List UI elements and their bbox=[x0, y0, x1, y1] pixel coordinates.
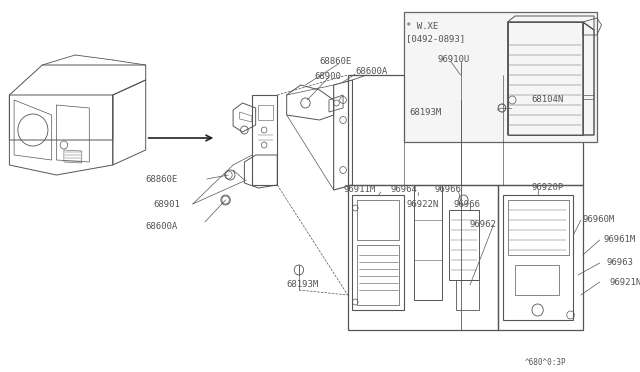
Text: 68860E: 68860E bbox=[319, 57, 352, 66]
Text: 96962: 96962 bbox=[470, 220, 497, 229]
Text: * W.XE: * W.XE bbox=[406, 22, 438, 31]
Text: 96910U: 96910U bbox=[437, 55, 469, 64]
Text: 96911M: 96911M bbox=[343, 185, 375, 194]
Text: ^680^0:3P: ^680^0:3P bbox=[524, 358, 566, 367]
Text: 68860E: 68860E bbox=[146, 175, 178, 184]
Text: 68193M: 68193M bbox=[287, 280, 319, 289]
Text: [0492-0893]: [0492-0893] bbox=[406, 34, 465, 43]
Text: 96961M: 96961M bbox=[604, 235, 636, 244]
Text: 96921N: 96921N bbox=[609, 278, 640, 287]
Text: 68900: 68900 bbox=[315, 72, 342, 81]
Bar bbox=[404, 12, 597, 142]
Text: 96920P: 96920P bbox=[531, 183, 563, 192]
Text: 68901: 68901 bbox=[153, 200, 180, 209]
Text: 68193M: 68193M bbox=[410, 108, 442, 117]
Text: 96922N: 96922N bbox=[407, 200, 439, 209]
Text: 96963: 96963 bbox=[606, 258, 633, 267]
Text: 68104N: 68104N bbox=[531, 95, 563, 104]
Text: 96960M: 96960M bbox=[583, 215, 615, 224]
Text: 96964: 96964 bbox=[390, 185, 417, 194]
Polygon shape bbox=[508, 22, 594, 135]
Text: 68600A: 68600A bbox=[146, 222, 178, 231]
Text: 68600A: 68600A bbox=[355, 67, 388, 76]
Text: 96966: 96966 bbox=[435, 185, 461, 194]
Text: 96966: 96966 bbox=[454, 200, 481, 209]
